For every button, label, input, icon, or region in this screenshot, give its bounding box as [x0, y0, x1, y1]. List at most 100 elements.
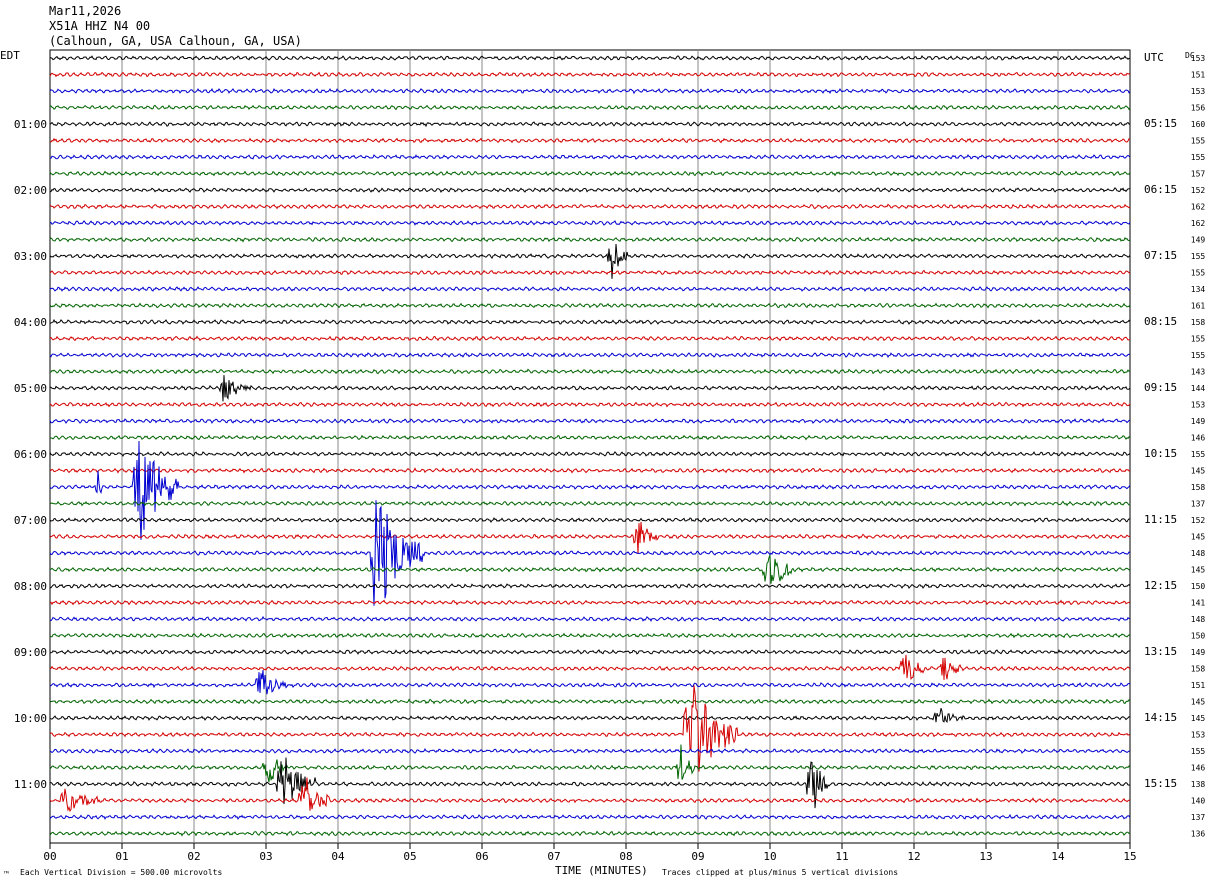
plot-date: Mar11,2026: [49, 4, 122, 18]
edt-axis-label: EDT: [0, 49, 20, 62]
edt-hour-label: 05:00: [14, 382, 47, 395]
corner-mark: ™: [4, 870, 9, 879]
dc-offset-label: 155: [1191, 252, 1206, 261]
dc-offset-label: 153: [1191, 87, 1206, 96]
dc-offset-label: 155: [1191, 137, 1206, 146]
dc-offset-label: 155: [1191, 335, 1206, 344]
x-tick-label: 12: [907, 850, 920, 863]
station-location: (Calhoun, GA, USA Calhoun, GA, USA): [49, 34, 302, 48]
x-tick-label: 14: [1051, 850, 1065, 863]
trace-line-6: [49, 154, 1131, 160]
x-tick-label: 10: [763, 850, 776, 863]
utc-hour-label: 11:15: [1144, 513, 1177, 526]
dc-offset-label: 156: [1191, 104, 1206, 113]
dc-offset-label: 140: [1191, 797, 1206, 806]
trace-line-20: [50, 375, 1131, 402]
dc-offset-label: 146: [1191, 764, 1206, 773]
dc-offset-label: 137: [1191, 813, 1206, 822]
trace-line-25: [49, 467, 1131, 474]
trace-line-27: [49, 500, 1131, 507]
dc-offset-label: 136: [1191, 830, 1206, 839]
trace-line-35: [49, 632, 1131, 639]
x-tick-label: 06: [475, 850, 488, 863]
dc-offset-label: 145: [1191, 698, 1206, 707]
x-tick-label: 11: [835, 850, 848, 863]
x-tick-label: 15: [1123, 850, 1136, 863]
trace-line-46: [49, 813, 1131, 820]
dc-offset-label: 143: [1191, 368, 1206, 377]
dc-offset-label: 148: [1191, 615, 1206, 624]
dc-offset-label: 157: [1191, 170, 1206, 179]
dc-offset-label: 149: [1191, 236, 1206, 245]
trace-line-37: [49, 654, 1131, 680]
trace-line-30: [49, 500, 1131, 606]
dc-offset-label: 158: [1191, 665, 1206, 674]
dc-offset-label: 148: [1191, 549, 1206, 558]
trace-line-43: [49, 744, 1131, 783]
trace-line-18: [49, 352, 1131, 359]
dc-offset-label: 145: [1191, 714, 1206, 723]
dc-offset-label: 155: [1191, 450, 1206, 459]
x-tick-label: 01: [115, 850, 128, 863]
dc-offset-label: 138: [1191, 780, 1206, 789]
edt-hour-label: 09:00: [14, 646, 47, 659]
trace-line-15: [49, 302, 1131, 309]
dc-offset-label: 155: [1191, 351, 1206, 360]
trace-line-8: [49, 187, 1131, 194]
dc-offset-label: 152: [1191, 186, 1206, 195]
utc-hour-label: 09:15: [1144, 381, 1177, 394]
dc-offset-label: 160: [1191, 120, 1206, 129]
x-tick-label: 04: [331, 850, 345, 863]
dc-offset-label: 145: [1191, 533, 1206, 542]
clipping-note: Traces clipped at plus/minus 5 vertical …: [662, 868, 899, 877]
trace-line-41: [49, 685, 1131, 772]
trace-line-31: [49, 554, 1131, 584]
x-tick-label: 09: [691, 850, 704, 863]
dc-offset-label: 153: [1191, 54, 1206, 63]
trace-line-11: [49, 236, 1131, 243]
dc-offset-label: 149: [1191, 417, 1206, 426]
edt-hour-label: 10:00: [14, 712, 47, 725]
trace-line-2: [49, 88, 1131, 95]
x-tick-label: 07: [547, 850, 560, 863]
trace-line-21: [49, 401, 1131, 408]
dc-offset-label: 153: [1191, 401, 1206, 410]
edt-hour-label: 08:00: [14, 580, 47, 593]
edt-hour-label: 04:00: [14, 316, 47, 329]
dc-offset-label: 161: [1191, 302, 1206, 311]
trace-line-45: [49, 777, 1131, 813]
trace-line-22: [49, 418, 1131, 424]
x-tick-label: 05: [403, 850, 416, 863]
dc-offset-label: 134: [1191, 285, 1206, 294]
dc-offset-label: 146: [1191, 434, 1206, 443]
dc-offset-label: 150: [1191, 582, 1206, 591]
trace-line-32: [49, 583, 1131, 590]
dc-offset-label: 151: [1191, 681, 1206, 690]
trace-line-33: [49, 599, 1131, 606]
dc-offset-label: 145: [1191, 566, 1206, 575]
utc-hour-label: 06:15: [1144, 183, 1177, 196]
x-tick-label: 00: [43, 850, 56, 863]
trace-line-19: [49, 368, 1131, 375]
trace-line-5: [49, 137, 1131, 144]
trace-line-0: [49, 55, 1130, 61]
dc-offset-label: 155: [1191, 747, 1206, 756]
utc-hour-label: 05:15: [1144, 117, 1177, 130]
utc-hour-label: 14:15: [1144, 711, 1177, 724]
trace-line-44: [49, 757, 1131, 809]
dc-offset-label: 153: [1191, 731, 1206, 740]
dc-offset-label: 158: [1191, 318, 1206, 327]
dc-offset-label: 155: [1191, 153, 1206, 162]
dc-offset-label: 151: [1191, 71, 1206, 80]
trace-line-7: [49, 170, 1131, 177]
x-tick-label: 08: [619, 850, 632, 863]
trace-line-40: [49, 708, 1131, 724]
dc-offset-label: 144: [1191, 384, 1206, 393]
trace-line-23: [50, 434, 1131, 441]
dc-offset-label: 137: [1191, 500, 1206, 509]
trace-line-17: [49, 335, 1131, 342]
trace-line-12: [49, 243, 1131, 279]
edt-hour-label: 02:00: [14, 184, 47, 197]
utc-hour-label: 10:15: [1144, 447, 1177, 460]
utc-hour-label: 12:15: [1144, 579, 1177, 592]
